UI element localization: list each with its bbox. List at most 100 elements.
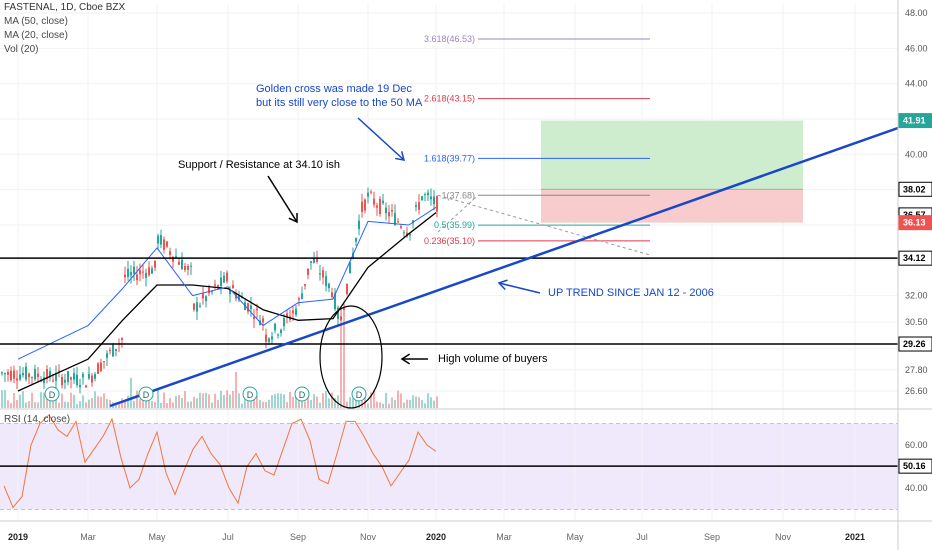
volume-bar — [208, 394, 210, 408]
volume-bar — [262, 401, 264, 408]
volume-bar — [133, 400, 135, 408]
volume-bar — [202, 393, 204, 408]
candle-body — [367, 192, 369, 197]
volume-bar — [55, 394, 57, 408]
volume-bar — [139, 399, 141, 408]
indicator-layer — [0, 206, 898, 510]
fib-level-label: 0.5(35.99) — [434, 220, 475, 230]
fib-level-label: 1.618(39.77) — [424, 153, 475, 163]
dividend-marker — [294, 386, 310, 402]
volume-bar — [94, 391, 96, 408]
candle-body — [283, 318, 285, 327]
candle-body — [139, 270, 141, 275]
candle-body — [46, 369, 48, 380]
volume-layer — [1, 318, 438, 408]
candle-body — [382, 200, 384, 204]
chart-symbol-title: FASTENAL, 1D, Cboe BZX — [4, 2, 126, 13]
volume-bar — [376, 401, 378, 408]
volume-bar — [295, 392, 297, 408]
candle-body — [148, 267, 150, 276]
y-tick-label: 40.00 — [905, 149, 928, 159]
candle-body — [73, 373, 75, 380]
candle-body — [340, 316, 342, 321]
volume-bar — [64, 401, 66, 408]
candle-body — [85, 385, 87, 388]
volume-bar — [82, 395, 84, 408]
volume-bar — [52, 396, 54, 408]
volume-bar — [325, 391, 327, 408]
candle-body — [256, 308, 258, 311]
volume-bar — [403, 402, 405, 408]
volume-bar — [91, 397, 93, 408]
candle-body — [376, 205, 378, 208]
candle-body — [169, 251, 171, 255]
candle-body — [430, 196, 432, 200]
price-badge-label: 38.02 — [903, 184, 926, 194]
volume-bar — [1, 390, 3, 408]
rsi-line — [3, 414, 437, 509]
price-badge — [898, 336, 932, 352]
x-tick-label: May — [566, 532, 584, 542]
candle-body — [10, 370, 12, 381]
volume-bar — [292, 396, 294, 408]
volume-bar — [199, 392, 201, 408]
candle-body — [52, 380, 54, 382]
volume-bar — [130, 378, 132, 408]
indicator-label-ma20[interactable]: MA (20, close) — [4, 30, 68, 41]
ma20-line — [17, 206, 437, 360]
candle-body — [34, 368, 36, 380]
volume-bar — [70, 392, 72, 408]
volume-bar — [142, 398, 144, 408]
candle-body — [262, 318, 264, 323]
volume-bar — [280, 393, 282, 408]
candle-body — [106, 353, 108, 358]
volume-bar — [88, 399, 90, 408]
volume-bar — [316, 396, 318, 408]
indicator-label-ma50[interactable]: MA (50, close) — [4, 16, 68, 27]
candle-body — [103, 361, 105, 363]
candle-body — [88, 373, 90, 379]
x-tick-label: Sep — [704, 532, 720, 542]
candle-body — [436, 196, 438, 212]
dividend-marker — [138, 386, 154, 402]
candle-body — [205, 296, 207, 302]
indicator-label-rsi[interactable]: RSI (14, close) — [4, 414, 71, 425]
volume-bar — [433, 400, 435, 408]
rsi-badge-label: 50.16 — [903, 461, 926, 471]
volume-bar — [121, 398, 123, 408]
candle-body — [418, 202, 420, 210]
candle-body — [400, 226, 402, 228]
volume-highlight-ellipse — [319, 305, 383, 409]
candle-body — [403, 232, 405, 234]
candle-body — [433, 196, 435, 205]
candle-body — [349, 262, 351, 274]
volume-bar — [61, 393, 63, 408]
candle-body — [358, 220, 360, 230]
volume-bar — [13, 392, 15, 408]
indicator-label-volume[interactable]: Vol (20) — [4, 44, 39, 55]
volume-bar — [346, 401, 348, 408]
volume-bar — [241, 403, 243, 408]
candle-body — [301, 293, 303, 299]
candle-body — [127, 268, 129, 277]
candle-body — [370, 191, 372, 193]
volume-bar — [271, 395, 273, 408]
volume-bar — [28, 401, 30, 408]
volume-bar — [196, 398, 198, 408]
volume-bar — [400, 393, 402, 408]
volume-bar — [283, 394, 285, 408]
dividend-marker — [351, 386, 367, 402]
candle-body — [214, 284, 216, 286]
x-tick-label: 2019 — [8, 532, 28, 542]
candle-body — [19, 374, 21, 380]
x-tick-label: Mar — [80, 532, 96, 542]
volume-bar — [214, 393, 216, 408]
volume-bar — [421, 400, 423, 408]
volume-bar — [100, 396, 102, 408]
volume-bar — [151, 400, 153, 408]
dividend-marker-label: D — [143, 390, 150, 400]
candle-body — [307, 268, 309, 276]
